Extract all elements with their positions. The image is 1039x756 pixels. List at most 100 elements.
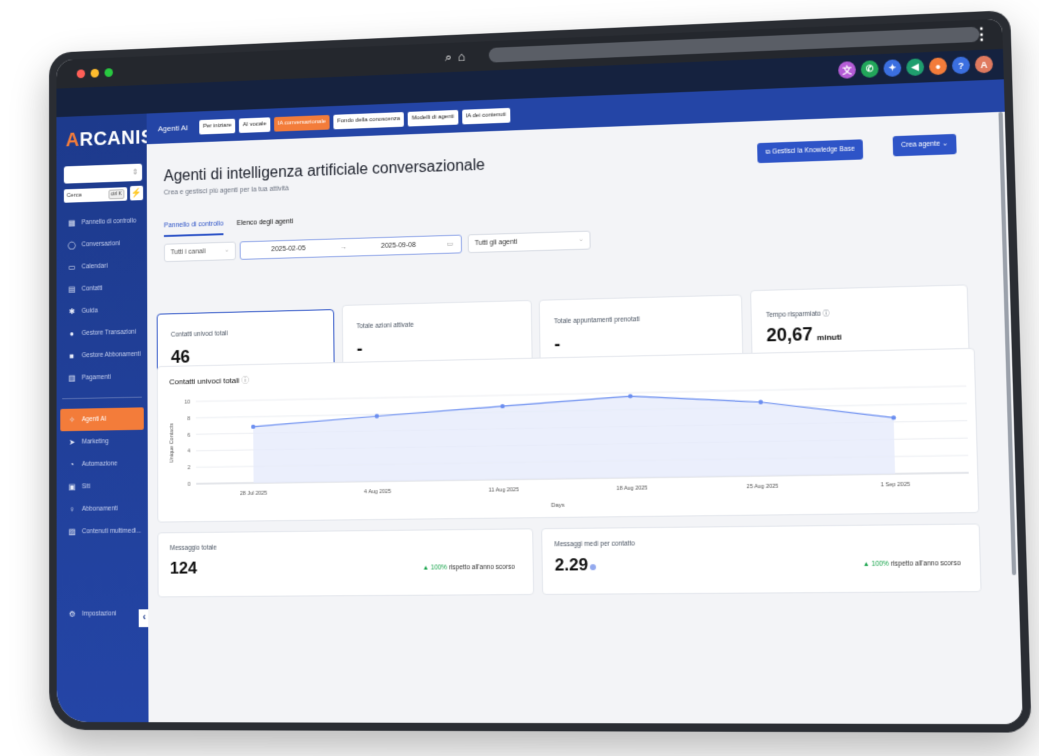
search-icon[interactable]: ⌕ <box>445 50 452 66</box>
kpi-value: 20,67 minuti <box>766 323 842 346</box>
kpi-label: Contatti univoci totali <box>171 330 228 338</box>
tab-item[interactable]: Modelli di agenti <box>408 109 458 126</box>
date-range-picker[interactable]: 2025-02-05 → 2025-09-08 ▭ <box>240 235 462 260</box>
tab-item[interactable]: Fondo della conoscenza <box>333 112 404 129</box>
payments-icon: ▥ <box>68 374 76 383</box>
sidebar-item[interactable]: ✧ Agenti AI <box>60 407 144 431</box>
chevron-down-icon: ⌄ <box>940 140 948 147</box>
bell-icon[interactable]: ● <box>929 57 947 75</box>
sidebar-item[interactable]: ➤ Marketing <box>57 430 148 454</box>
close-window-button[interactable] <box>77 69 85 78</box>
dashboard-icon: ▦ <box>68 219 76 228</box>
avg-messages-card: Messaggi medi per contatto 2.29 ▲ 100% r… <box>541 523 981 595</box>
x-tick-label: 4 Aug 2025 <box>364 489 391 495</box>
sidebar-item-label: Automazione <box>82 460 118 467</box>
tab-item[interactable]: AI vocale <box>239 117 270 133</box>
select-value: Tutti i canali <box>171 248 206 256</box>
help-icon: ✱ <box>68 307 76 316</box>
sidebar-item[interactable]: ▨ Contenuti multimedi... <box>57 520 148 544</box>
sidebar-item[interactable]: ◯ Conversazioni <box>56 232 147 257</box>
phone-icon[interactable]: ✆ <box>861 60 879 78</box>
search-input[interactable]: Cerca ctrl K <box>64 187 127 203</box>
manage-knowledge-base-button[interactable]: ⧉ Gestisci la Knowledge Base <box>757 139 863 163</box>
browser-icons: ⌕ ⌂ <box>445 49 466 65</box>
sidebar-item[interactable]: ▥ Pagamenti <box>57 365 148 389</box>
header-actions: 文 ✆ ✦ ◀ ● ? A <box>838 55 993 78</box>
minimize-window-button[interactable] <box>91 69 99 78</box>
main-content: Agenti di intelligenza artificiale conve… <box>147 112 1023 724</box>
tab-item[interactable]: Per iniziare <box>199 118 235 134</box>
send-icon: ➤ <box>68 438 76 447</box>
y-tick-label: 2 <box>187 465 190 471</box>
shortcut-badge: ctrl K <box>108 189 124 199</box>
page-title: Agenti di intelligenza artificiale conve… <box>164 157 485 186</box>
create-agent-button[interactable]: Crea agente ⌄ <box>893 134 957 157</box>
search-placeholder: Cerca <box>67 193 82 199</box>
translate-icon[interactable]: 文 <box>838 61 856 79</box>
date-from[interactable]: 2025-02-05 <box>271 240 305 258</box>
home-icon[interactable]: ⌂ <box>458 49 466 65</box>
contacts-chart-card: Contatti univoci totali ⓘ 0 2 4 6 8 10 28 Jul … <box>157 348 980 523</box>
tab-item[interactable]: IA conversazionale <box>274 114 330 131</box>
kpi-label: Totale azioni attivate <box>356 322 413 330</box>
sidebar-item-label: Guida <box>82 308 98 315</box>
bolt-icon[interactable]: ⚡ <box>130 186 143 201</box>
sidebar-item[interactable]: ■ Gestore Abbonamenti <box>57 343 148 367</box>
help-circle-icon[interactable]: ? <box>952 56 970 74</box>
tab-item[interactable]: IA dei contenuti <box>462 107 510 124</box>
sidebar-item[interactable]: ▦ Pannello di controllo <box>56 210 147 235</box>
sidebar-item-settings[interactable]: ⚙ Impostazioni <box>57 602 149 625</box>
location-select[interactable]: ⇕ <box>64 164 142 184</box>
kpi-value: 2.29 <box>555 555 597 576</box>
total-messages-card: Messaggio totale 124 ▲ 100% rispetto all… <box>157 528 534 597</box>
transactions-icon: ● <box>68 329 76 338</box>
tab-agent-list[interactable]: Elenco degli agenti <box>237 218 294 234</box>
calendar-icon: ▭ <box>446 236 453 253</box>
avatar[interactable]: A <box>975 55 993 73</box>
x-axis-label: Days <box>551 503 565 509</box>
sidebar-item[interactable]: ◔ Automazione <box>57 452 148 476</box>
sidebar-item[interactable]: ▤ Contatti <box>57 276 148 301</box>
sidebar-item[interactable]: ● Gestore Transazioni <box>57 321 148 346</box>
select-value: Tutti gli agenti <box>475 239 518 247</box>
magic-icon[interactable]: ✦ <box>883 59 901 77</box>
series-area <box>253 391 895 483</box>
sidebar-item[interactable]: ✱ Guida <box>57 298 148 323</box>
x-tick-label: 28 Jul 2025 <box>240 491 267 497</box>
kpi-label: Messaggio totale <box>170 545 217 552</box>
more-options-icon[interactable]: ⋮ <box>973 24 990 45</box>
maximize-window-button[interactable] <box>105 68 113 77</box>
megaphone-icon[interactable]: ◀ <box>906 58 924 76</box>
y-axis-label: Unique Contacts <box>169 423 175 463</box>
x-tick-label: 18 Aug 2025 <box>616 485 647 492</box>
y-tick-label: 6 <box>187 432 190 438</box>
line-chart: 024681028 Jul 2025 4 Aug 2025 11 Aug 2025 1… <box>158 349 981 524</box>
channels-select[interactable]: Tutti i canali ⌄ <box>164 242 236 263</box>
subscriptions-icon: ■ <box>68 352 76 361</box>
gear-icon: ⚙ <box>68 610 76 619</box>
info-icon[interactable] <box>590 564 596 570</box>
kpi-value: 124 <box>170 559 197 579</box>
sidebar-item[interactable]: ▣ Siti <box>57 475 148 499</box>
kpi-value: - <box>357 339 363 360</box>
kpi-label: Totale appuntamenti prenotati <box>554 316 640 325</box>
chevron-down-icon: ⌄ <box>578 232 583 249</box>
sidebar-item-label: Pannello di controllo <box>82 218 137 227</box>
chevron-down-icon: ⌄ <box>224 243 229 260</box>
sidebar-item[interactable]: ▭ Calendari <box>56 254 147 279</box>
sidebar-item[interactable]: ♀ Abbonamenti <box>57 497 148 521</box>
agents-select[interactable]: Tutti gli agenti ⌄ <box>468 231 591 254</box>
kpi-value: - <box>554 334 560 355</box>
calendar-icon: ▭ <box>68 263 76 272</box>
sidebar-item-label: Impostazioni <box>82 610 116 617</box>
date-to[interactable]: 2025-09-08 <box>381 237 416 255</box>
x-tick-label: 25 Aug 2025 <box>747 484 779 491</box>
tab-dashboard[interactable]: Pannello di controllo <box>164 221 224 237</box>
sidebar-divider <box>62 397 142 400</box>
module-title: Agenti AI <box>158 123 188 133</box>
tablet-device: ⌕ ⌂ ⋮ 文 ✆ ✦ ◀ ● ? A ARCANIS ⇕ <box>49 10 1032 732</box>
sidebar-nav: ▦ Pannello di controllo ◯ Conversazioni ▭ Cal… <box>56 210 147 544</box>
y-tick-label: 10 <box>184 399 190 405</box>
sidebar-item-label: Abbonamenti <box>82 505 118 512</box>
